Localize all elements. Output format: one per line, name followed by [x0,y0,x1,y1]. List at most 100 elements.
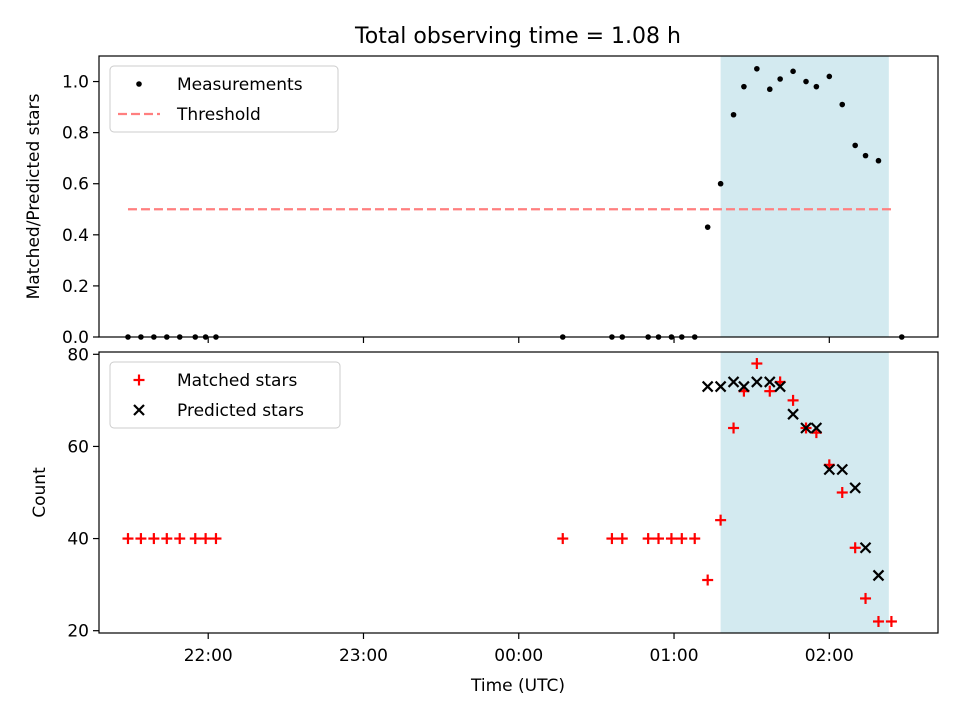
predicted-star-marker [800,422,812,434]
x-axis-label: Time (UTC) [470,676,565,696]
matched-star-marker [676,533,688,545]
y-tick-label: 40 [67,530,89,550]
measurement-point [803,78,809,85]
legend-marker-matched [133,374,145,386]
matched-star-marker [836,487,848,498]
matched-star-marker [557,533,569,545]
y-tick-label: 0.2 [62,277,89,297]
bottom-y-axis-ticks: 20 40 60 80 [67,345,99,642]
predicted-star-marker [859,542,872,554]
x-tick-label: 02:00 [805,646,854,666]
legend-marker-predicted [133,404,145,416]
predicted-star-marker [738,380,750,393]
y-tick-label: 0.4 [62,226,89,246]
matched-star-marker [653,533,665,545]
predicted-star-marker [751,376,763,388]
predicted-star-marker [787,408,799,420]
predicted-star-marker [714,380,727,393]
matched-star-marker [122,533,134,545]
matched-star-marker [616,533,628,545]
y-tick-label: 20 [67,622,89,642]
chart-title: Total observing time = 1.08 h [354,24,681,49]
matched-star-marker [174,533,186,545]
observing-window-bottom [720,352,889,633]
matched-star-marker [849,542,861,554]
predicted-star-marker [810,422,823,434]
x-tick-label: 23:00 [339,646,388,666]
measurement-point [777,76,783,82]
predicted-star-marker [727,376,740,388]
predicted-star-marker [836,463,849,476]
predicted-star-markers [701,376,885,582]
legend-label-matched: Matched stars [177,371,297,391]
matched-star-marker [135,533,147,545]
top-legend-box [109,65,339,133]
observing-window-top [720,56,889,337]
predicted-star-marker [774,380,786,393]
measurement-points [125,65,905,340]
bottom-legend: Matched stars Predicted stars [109,361,341,429]
top-legend: Measurements Threshold [109,65,339,133]
matched-star-marker [200,533,212,545]
top-panel: 0.0 0.2 0.4 0.6 0.8 1.0 Matched/Predicted sta… [24,55,939,348]
predicted-star-marker [764,376,776,388]
predicted-star-marker [701,380,714,393]
matched-star-marker [764,385,776,397]
matched-star-marker [787,394,799,406]
matched-star-marker [872,615,884,627]
legend-marker-measurements [136,81,142,87]
measurement-point [790,68,796,75]
matched-star-marker [148,533,160,545]
top-y-axis-label: Matched/Predicted stars [24,93,44,299]
matched-star-marker [689,533,701,545]
y-tick-label: 80 [67,345,89,365]
bottom-panel: 20 40 60 80 22:00 23:00 00:00 01:00 02:00 Count… [30,345,939,696]
predicted-star-marker [823,463,836,476]
measurement-point [826,73,833,80]
matched-star-marker [665,533,677,545]
measurement-point [875,157,882,164]
legend-label-measurements: Measurements [177,75,303,95]
top-x-axis-ticks [207,337,830,343]
y-tick-label: 0.6 [62,175,89,195]
legend-plus-glyph [133,374,145,386]
measurement-point [813,83,820,90]
legend-label-threshold: Threshold [176,105,261,125]
predicted-star-marker [872,569,885,582]
x-tick-label: 22:00 [184,646,233,666]
bottom-legend-box [109,361,341,429]
matched-star-marker [728,422,740,434]
matched-star-marker [189,533,201,545]
measurement-point [717,180,724,187]
matched-star-marker [606,533,618,545]
matched-star-marker [702,574,714,586]
y-tick-label: 0.0 [62,328,89,348]
measurement-point [704,224,711,230]
matched-star-marker [642,533,654,545]
bottom-plot-frame [98,351,939,634]
predicted-star-marker [849,482,861,494]
matched-star-marker [161,533,173,545]
legend-label-predicted: Predicted stars [177,401,304,421]
x-tick-label: 00:00 [494,646,543,666]
matched-star-marker [751,358,763,370]
matched-star-marker [715,514,727,526]
y-tick-label: 60 [67,437,89,457]
top-plot-frame [98,55,939,338]
matched-star-marker [885,615,897,627]
y-tick-label: 1.0 [62,73,89,93]
matched-star-marker [860,592,872,604]
measurement-point [839,101,846,108]
matched-star-marker [210,533,222,545]
measurement-point [852,142,858,149]
measurement-point [862,152,869,159]
measurement-point [766,86,773,93]
measurement-point [730,111,737,118]
y-tick-label: 0.8 [62,124,89,144]
measurement-point [741,83,747,90]
top-y-axis-ticks: 0.0 0.2 0.4 0.6 0.8 1.0 [62,73,99,348]
legend-x-glyph [133,404,145,416]
x-tick-label: 01:00 [650,646,699,666]
